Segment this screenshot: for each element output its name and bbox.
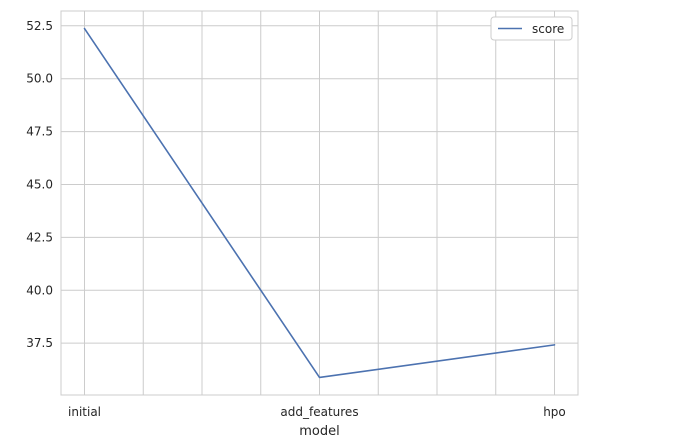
legend-label-score: score [532,22,564,36]
x-tick-labels: initial add_features hpo [68,405,566,419]
series-layer [83,27,556,379]
y-tick-label: 42.5 [26,230,53,244]
x-axis-label: model [299,424,339,439]
y-tick-labels: 37.5 40.0 42.5 45.0 47.5 50.0 52.5 [26,19,53,350]
legend-box [490,16,573,41]
y-tick-label: 40.0 [26,283,53,297]
y-tick-label: 52.5 [26,19,53,33]
y-tick-label: 50.0 [26,72,53,86]
legend: score [490,16,573,41]
y-tick-label: 37.5 [26,336,53,350]
y-tick-label: 45.0 [26,177,53,191]
x-tick-label: add_features [280,405,358,419]
plot-frame [60,10,579,396]
x-tick-label: hpo [543,405,566,419]
y-tick-label: 47.5 [26,125,53,139]
x-tick-label: initial [68,405,101,419]
